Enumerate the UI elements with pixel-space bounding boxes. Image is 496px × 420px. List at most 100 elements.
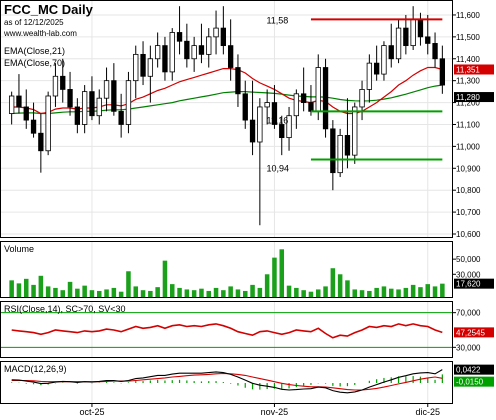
price-tick-label: 10,800 (456, 186, 481, 195)
volume-bar (264, 274, 270, 297)
price-tick-label: 11,400 (456, 55, 480, 64)
volume-bar (133, 286, 139, 297)
volume-bar (96, 290, 102, 297)
candle-up (264, 102, 270, 108)
volume-bar (111, 287, 117, 297)
volume-bar (432, 286, 438, 297)
volume-tick-label: 50,000 (456, 255, 481, 264)
price-tick-label: 11,600 (456, 11, 480, 20)
candle-down (60, 75, 66, 90)
rsi-label: RSI(Close,14), SC>70, SV<30 (4, 304, 126, 314)
candle-down (74, 106, 81, 125)
level-label-11-16: 11,16 (266, 115, 288, 125)
ema-slow-legend: EMA(Close,70) (4, 58, 65, 68)
volume-bar (396, 289, 401, 297)
rsi-line (11, 323, 443, 339)
candle-down (417, 18, 424, 38)
volume-bar (381, 286, 387, 297)
candle-up (154, 45, 161, 60)
candle-up (352, 106, 358, 156)
rsi-last-tag-bg (454, 327, 494, 338)
price-tick-label: 11,100 (456, 120, 480, 129)
volume-bar (388, 288, 394, 297)
candle-down (242, 93, 248, 121)
volume-bar (359, 290, 365, 297)
candle-down (330, 128, 336, 174)
volume-bar (199, 288, 204, 297)
volume-bar (403, 287, 409, 297)
volume-bar (279, 249, 285, 297)
volume-bar (16, 283, 22, 297)
candle-down (403, 27, 409, 47)
site-url: www.wealth-lab.com (3, 29, 77, 38)
candle-up (52, 75, 59, 97)
candle-down (16, 95, 22, 108)
volume-bar (294, 287, 299, 297)
candle-up (81, 91, 88, 125)
volume-bar (82, 285, 87, 297)
volume-bar (206, 290, 212, 297)
candle-down (118, 110, 124, 125)
volume-bar (162, 260, 168, 297)
candle-up (133, 53, 139, 82)
volume-bar (184, 289, 190, 297)
rsi-tick-label: 30,000 (456, 343, 481, 352)
candle-down (140, 53, 146, 77)
level-label-11-58: 11,58 (266, 15, 288, 25)
volume-bar (38, 275, 44, 297)
candle-up (381, 45, 387, 75)
rsi-last-tag: 47,2545 (456, 328, 485, 337)
price-tick-label: 11,000 (456, 142, 480, 151)
candle-up (366, 62, 373, 90)
candle-up (315, 67, 321, 112)
candle-down (23, 106, 29, 121)
candle-down (439, 58, 446, 86)
volume-bar (257, 287, 263, 297)
volume-bar (148, 290, 153, 297)
candle-down (220, 27, 227, 47)
candle-up (337, 135, 343, 174)
volume-bar (126, 271, 131, 297)
candle-up (395, 27, 402, 60)
volume-bar (323, 286, 328, 297)
volume-bar (118, 291, 124, 297)
volume-bar (53, 287, 58, 297)
candle-up (45, 95, 51, 152)
rsi-panel-frame (0, 301, 453, 358)
volume-bar (235, 289, 241, 297)
rsi-series (11, 323, 443, 339)
volume-bar (45, 286, 51, 297)
candle-up (213, 27, 219, 38)
price-tick-label: 11,200 (456, 99, 480, 108)
candle-down (388, 45, 394, 60)
candle-down (67, 89, 73, 108)
candle-up (293, 93, 300, 117)
candle-down (322, 67, 329, 130)
volume-bar (410, 284, 416, 297)
x-tick-label: nov-25 (261, 407, 289, 417)
ema-slow-tag: 11,280 (456, 93, 480, 102)
macd-label: MACD(12,26,9) (4, 364, 67, 374)
volume-bar (367, 290, 372, 297)
x-tick-label: dic-25 (415, 407, 440, 417)
rsi-tick-label: 70,000 (456, 309, 481, 318)
volume-bar (286, 285, 292, 297)
volume-bar (60, 290, 66, 297)
candle-down (198, 45, 205, 55)
price-tick-label: 10,600 (456, 230, 481, 239)
volume-label: Volume (4, 244, 34, 254)
candle-down (89, 91, 95, 117)
ema-fast-tag-bg (454, 64, 494, 75)
candle-up (103, 80, 110, 99)
candle-down (162, 45, 168, 73)
volume-bar (228, 286, 233, 297)
macd-panel-frame (0, 361, 453, 404)
ema-slow-tag-bg (454, 92, 494, 103)
volume-bar (23, 278, 29, 297)
candle-down (373, 62, 380, 75)
as-of-date: as of 12/12/2025 (4, 18, 64, 27)
candle-down (344, 135, 351, 156)
candle-down (235, 67, 241, 95)
price-tick-label: 11,500 (456, 33, 480, 42)
